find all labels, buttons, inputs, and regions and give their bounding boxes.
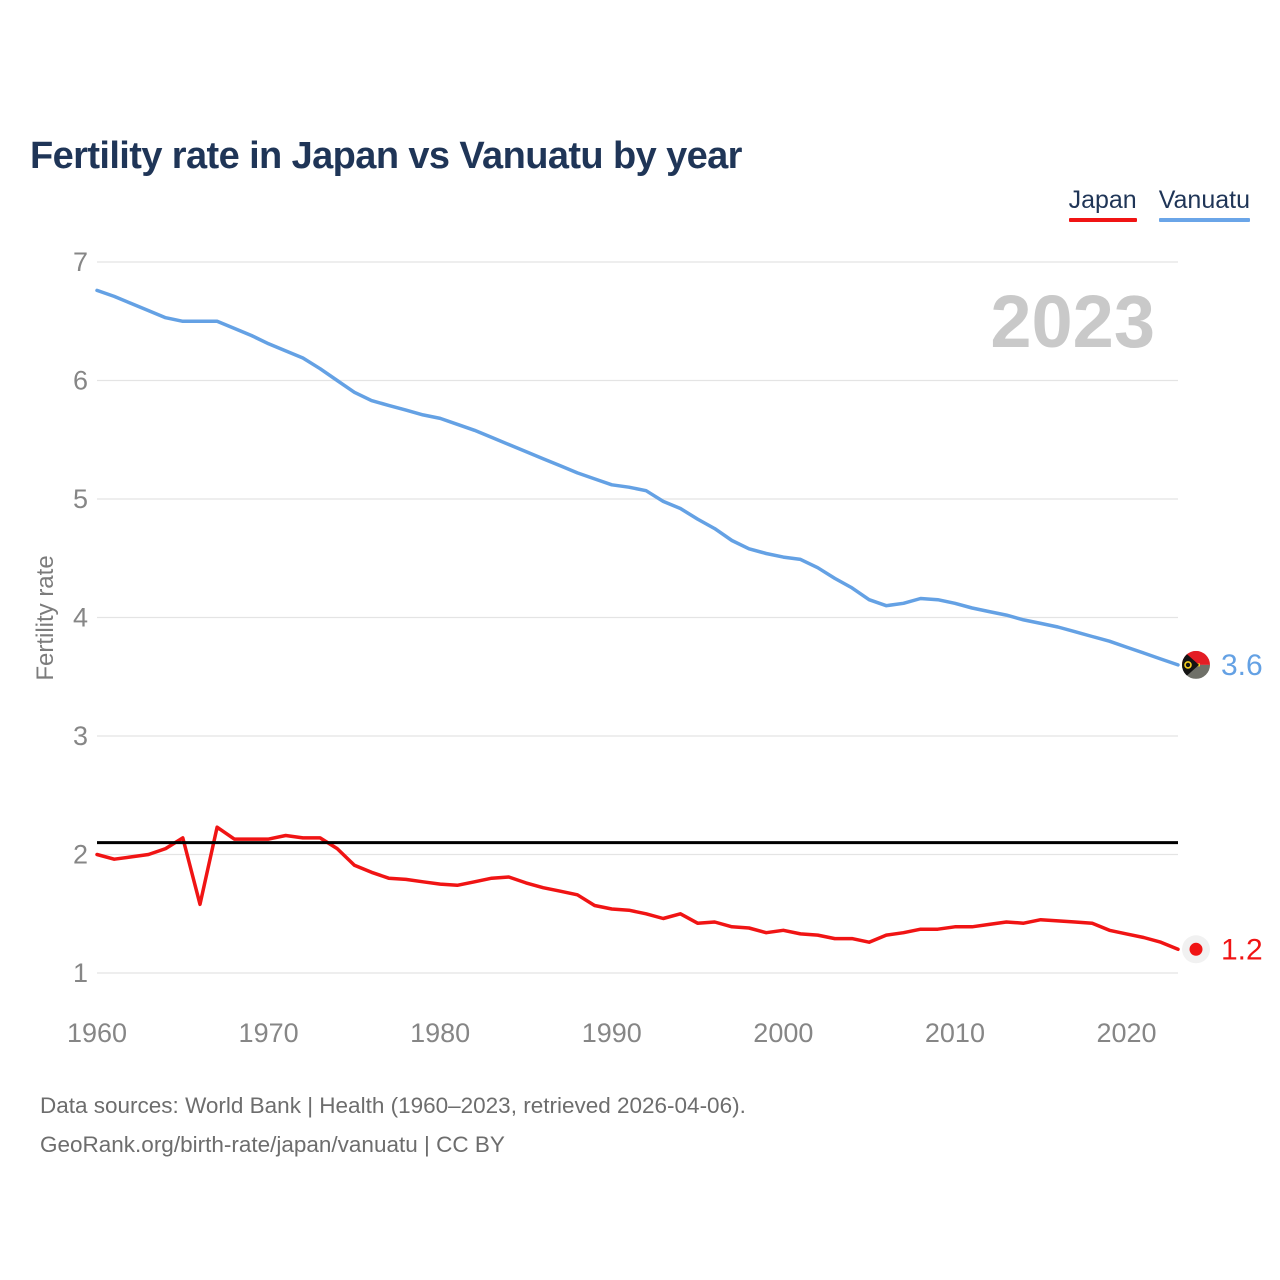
footer-attribution-line: GeoRank.org/birth-rate/japan/vanuatu | C… [40, 1132, 505, 1157]
y-tick-label: 6 [73, 366, 88, 396]
page-title: Fertility rate in Japan vs Vanuatu by ye… [30, 135, 742, 178]
legend-label-japan: Japan [1068, 186, 1137, 214]
x-tick-label: 1960 [67, 1018, 127, 1048]
x-tick-label: 2010 [925, 1018, 985, 1048]
x-tick-label: 2020 [1096, 1018, 1156, 1048]
y-tick-label: 3 [73, 721, 88, 751]
vanuatu-flag-icon [1182, 650, 1210, 679]
x-tick-label: 1990 [582, 1018, 642, 1048]
legend-underline-vanuatu [1158, 218, 1250, 222]
y-tick-label: 5 [73, 484, 88, 514]
legend: Japan Vanuatu [1068, 186, 1250, 222]
japan-flag-icon [1182, 935, 1210, 964]
y-tick-label: 2 [73, 840, 88, 870]
x-tick-label: 1970 [239, 1018, 299, 1048]
series-line-japan [95, 825, 1180, 952]
y-axis-title: Fertility rate [32, 555, 59, 681]
legend-label-vanuatu: Vanuatu [1158, 186, 1250, 214]
y-tick-label: 7 [73, 247, 88, 277]
end-value-label-vanuatu: 3.6 [1221, 649, 1263, 682]
y-tick-label: 4 [73, 603, 88, 633]
year-watermark: 2023 [990, 280, 1155, 363]
footer-sources-line: Data sources: World Bank | Health (1960–… [40, 1093, 746, 1118]
footer: Data sources: World Bank | Health (1960–… [40, 1086, 746, 1164]
legend-item-vanuatu[interactable]: Vanuatu [1158, 186, 1250, 222]
legend-item-japan[interactable]: Japan [1068, 186, 1137, 222]
x-tick-label: 2000 [753, 1018, 813, 1048]
end-value-label-japan: 1.2 [1221, 933, 1263, 966]
series-line-vanuatu [95, 288, 1180, 667]
x-tick-label: 1980 [410, 1018, 470, 1048]
y-tick-label: 1 [73, 958, 88, 988]
legend-underline-japan [1068, 218, 1137, 222]
